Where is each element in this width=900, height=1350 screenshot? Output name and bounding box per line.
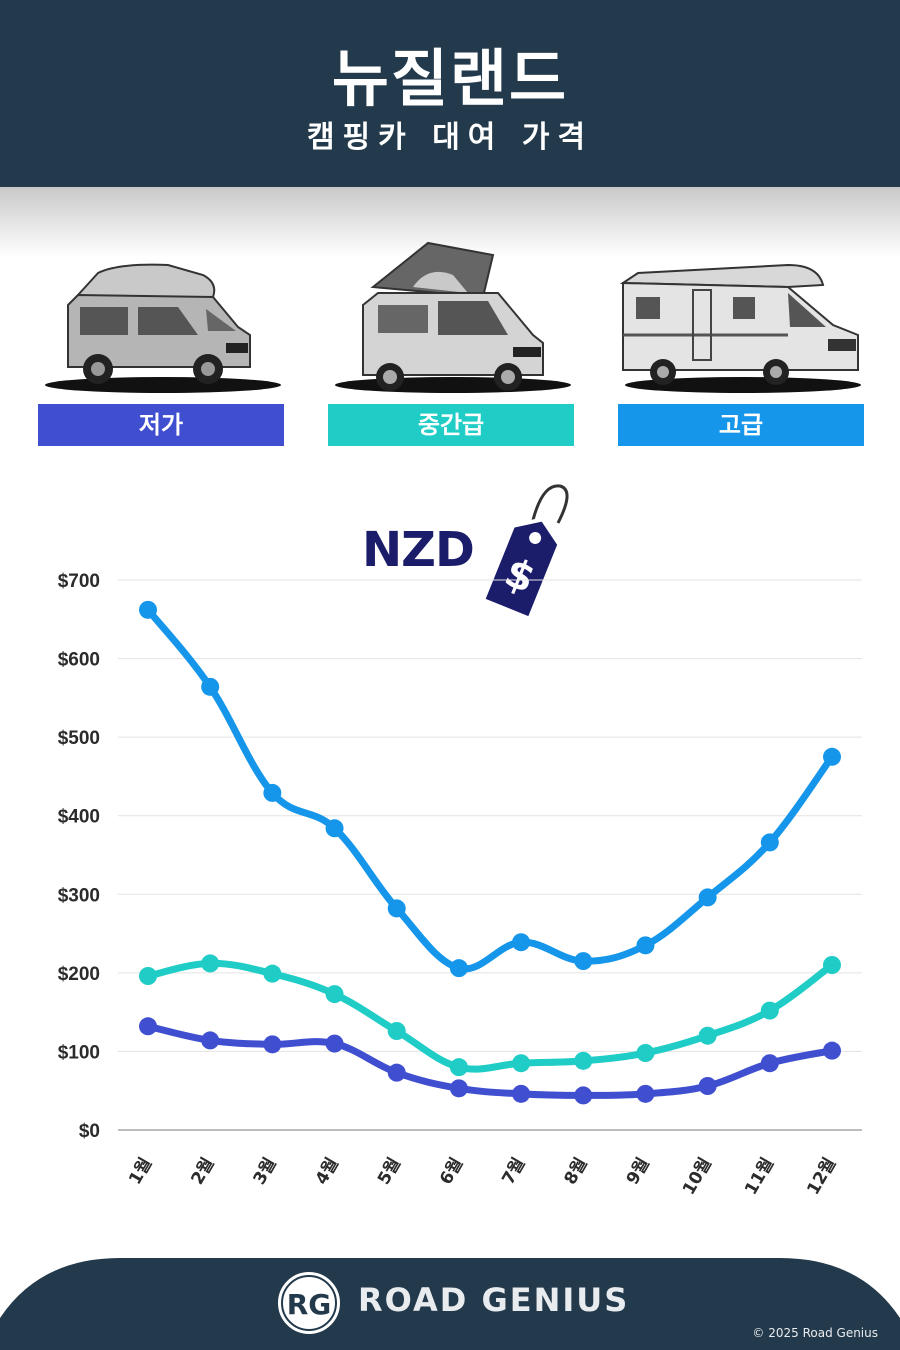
data-point: [760, 1001, 779, 1020]
data-point: [139, 967, 157, 985]
price-line-chart: $0 $100 $200 $300 $400 $500 $600 $700 1월 2월 3월 4월 5월…: [58, 571, 862, 1198]
page-title: 뉴질랜드: [331, 42, 569, 115]
x-tick-label: 12월: [803, 1154, 840, 1198]
data-point: [823, 747, 841, 766]
footer-banner: RG: [0, 1258, 900, 1350]
data-point: [698, 1077, 717, 1095]
x-tick-label: 8월: [561, 1154, 592, 1188]
page-subtitle: 캠핑카 대여 가격: [306, 120, 594, 155]
y-tick-label: $0: [79, 1121, 100, 1142]
y-tick-label: $300: [58, 885, 100, 906]
data-point: [139, 600, 157, 619]
y-tick-label: $400: [58, 807, 100, 828]
data-point: [698, 1026, 717, 1045]
data-point: [512, 1084, 531, 1103]
x-tick-label: 2월: [187, 1154, 218, 1188]
data-point: [574, 1051, 593, 1070]
copyright-text: © 2025 Road Genius: [752, 1326, 878, 1340]
compact-campervan-icon: [45, 263, 281, 393]
data-point: [387, 1063, 406, 1082]
data-point: [325, 1034, 344, 1053]
y-tick-label: $100: [58, 1042, 100, 1063]
x-tick-label: 10월: [679, 1154, 716, 1198]
data-point: [698, 888, 717, 907]
data-point: [636, 936, 655, 955]
x-tick-label: 3월: [250, 1154, 281, 1188]
price-tag-icon: $: [480, 484, 569, 622]
data-point: [449, 959, 468, 978]
data-point: [263, 783, 282, 802]
y-tick-label: $200: [58, 964, 100, 985]
data-point: [263, 964, 282, 983]
currency-label: NZD: [362, 522, 475, 578]
motorhome-icon: [619, 263, 861, 393]
y-tick-label: $700: [58, 571, 100, 592]
data-point: [636, 1044, 655, 1062]
y-tick-label: $600: [58, 650, 100, 671]
data-point: [201, 1031, 220, 1050]
category-luxury-label: 고급: [618, 404, 864, 446]
x-tick-label: 4월: [312, 1154, 343, 1188]
data-point: [760, 833, 779, 852]
data-point: [512, 933, 531, 952]
data-point: [325, 985, 344, 1004]
x-tick-label: 11월: [741, 1154, 778, 1198]
category-midrange-label: 중간급: [328, 404, 574, 446]
x-tick-label: 6월: [436, 1154, 467, 1188]
header-banner: [0, 0, 900, 187]
data-point: [574, 952, 593, 971]
y-tick-label: $500: [58, 728, 100, 749]
poptop-campervan-icon: [335, 241, 571, 393]
road-genius-logo: RG: [287, 1288, 332, 1321]
data-point: [449, 1079, 468, 1098]
x-tick-label: 7월: [498, 1154, 529, 1188]
x-tick-label: 5월: [374, 1154, 405, 1188]
data-point: [325, 819, 344, 838]
header-shadow: [0, 187, 900, 257]
data-point: [387, 899, 406, 918]
data-point: [201, 677, 220, 696]
data-point: [139, 1017, 157, 1036]
x-tick-label: 1월: [125, 1154, 156, 1188]
data-point: [512, 1054, 531, 1073]
data-point: [760, 1054, 779, 1073]
data-point: [574, 1086, 593, 1105]
x-tick-label: 9월: [623, 1154, 654, 1188]
category-budget-label: 저가: [38, 404, 284, 446]
data-point: [449, 1058, 468, 1077]
data-point: [636, 1084, 655, 1103]
data-point: [387, 1022, 406, 1040]
data-point: [201, 954, 220, 973]
brand-name: ROAD GENIUS: [358, 1281, 630, 1319]
series-line: [144, 606, 836, 973]
series-line: [144, 1022, 836, 1099]
data-point: [823, 1041, 841, 1060]
data-point: [823, 956, 841, 974]
data-point: [263, 1035, 282, 1054]
series-line: [144, 959, 836, 1073]
